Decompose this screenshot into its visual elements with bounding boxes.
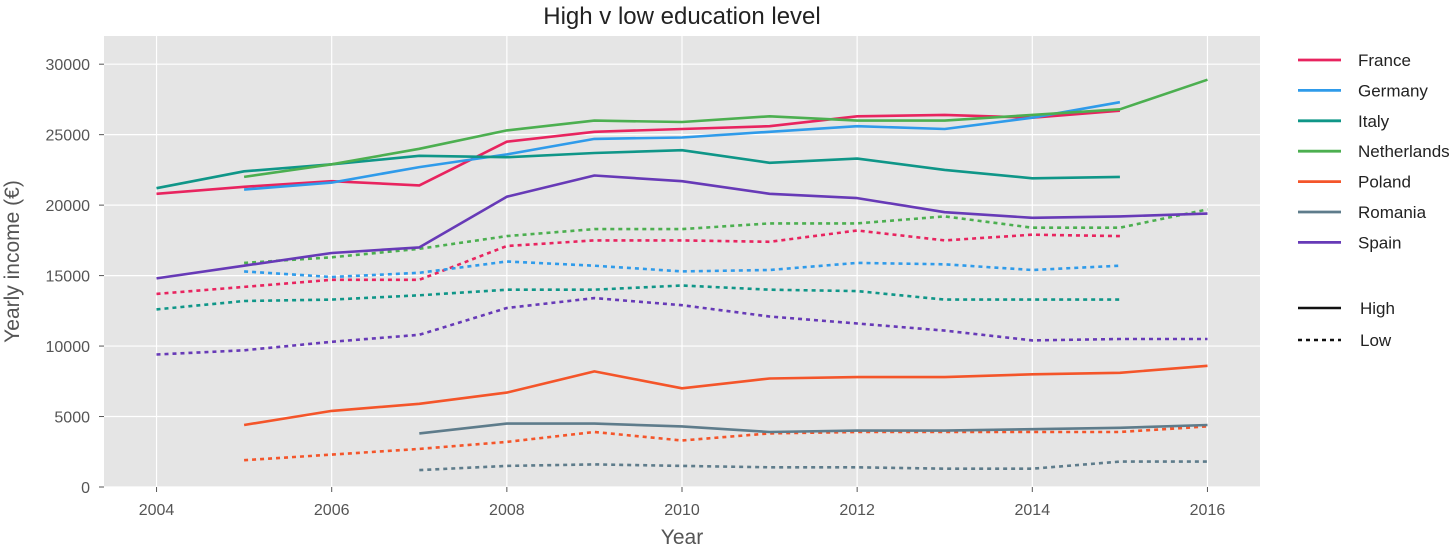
x-tick-label: 2006 bbox=[314, 502, 350, 519]
x-tick-label: 2016 bbox=[1190, 502, 1226, 519]
series-line-romania-low bbox=[419, 460, 1208, 472]
x-tick-label: 2010 bbox=[664, 502, 700, 519]
legend-label-germany: Germany bbox=[1358, 81, 1428, 100]
legend-label-high: High bbox=[1360, 299, 1395, 318]
series-line-france-high bbox=[156, 109, 1121, 196]
y-tick-label: 20000 bbox=[46, 198, 91, 215]
x-tick-label: 2004 bbox=[139, 502, 175, 519]
series-line-spain-low bbox=[156, 296, 1208, 356]
series-line-romania-high bbox=[419, 422, 1208, 435]
legend-label-spain: Spain bbox=[1358, 233, 1401, 252]
legend-label-netherlands: Netherlands bbox=[1358, 142, 1450, 161]
series-line-france-low bbox=[156, 229, 1120, 296]
y-axis-title: Yearly income (€) bbox=[1, 180, 24, 343]
series-line-spain-high bbox=[156, 174, 1208, 280]
series bbox=[156, 78, 1208, 472]
y-tick-label: 5000 bbox=[54, 410, 90, 427]
series-line-netherlands-high bbox=[243, 78, 1208, 179]
series-line-netherlands-low bbox=[244, 208, 1208, 265]
y-tick-label: 0 bbox=[81, 480, 90, 497]
legend-label-france: France bbox=[1358, 51, 1411, 70]
series-line-italy-low bbox=[156, 284, 1120, 311]
series-line-germany-high bbox=[243, 100, 1121, 191]
series-line-poland-high bbox=[243, 364, 1208, 427]
legend-label-italy: Italy bbox=[1358, 112, 1390, 131]
legend-label-romania: Romania bbox=[1358, 203, 1427, 222]
series-line-germany-low bbox=[244, 260, 1120, 279]
legend: France Germany Italy Netherlands Poland Roman… bbox=[1298, 51, 1450, 350]
axes: 2004 2006 2008 2010 2012 2014 2016 0 5000 10000 15… bbox=[46, 57, 1226, 519]
x-tick-label: 2012 bbox=[839, 502, 875, 519]
y-tick-label: 10000 bbox=[46, 339, 91, 356]
chart-title: High v low education level bbox=[543, 3, 821, 30]
series-line-poland-low bbox=[244, 425, 1208, 462]
y-tick-label: 15000 bbox=[46, 269, 91, 286]
y-tick-label: 30000 bbox=[46, 57, 91, 74]
y-tick-label: 25000 bbox=[46, 128, 91, 145]
legend-label-low: Low bbox=[1360, 331, 1392, 350]
x-axis-title: Year bbox=[661, 526, 703, 549]
legend-label-poland: Poland bbox=[1358, 173, 1411, 192]
x-tick-label: 2008 bbox=[489, 502, 525, 519]
x-tick-label: 2014 bbox=[1015, 502, 1051, 519]
